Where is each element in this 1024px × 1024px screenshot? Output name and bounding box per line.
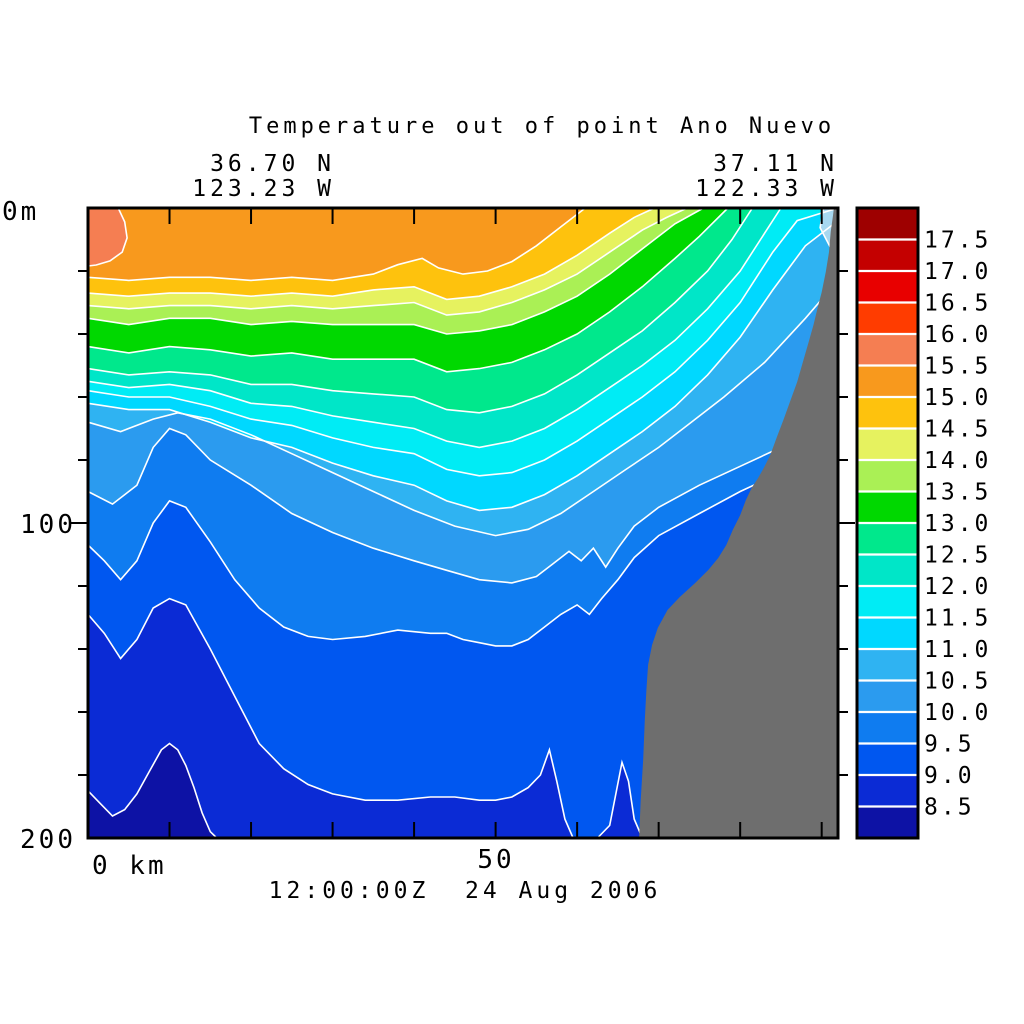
colorbar-cell-3 [857,712,918,744]
contour-line-11.5 [87,207,839,477]
contour-line-15 [87,207,586,282]
colorbar-cell-9 [857,523,918,555]
colorbar-label-17.0: 17.0 [924,259,991,285]
corner-nw-latitude: 36.70 N [210,151,335,177]
colorbar-cell-0 [857,806,918,839]
colorbar-cell-12 [857,428,918,461]
timestamp-label: 12:00:00Z 24 Aug 2006 [269,878,662,904]
contour-line-10 [87,421,839,584]
contour-line-14 [87,207,688,316]
colorbar-label-12.0: 12.0 [924,574,991,600]
contour-lines [87,207,839,839]
band-above-15 [88,208,838,281]
colorbar-cell-15 [857,334,918,366]
colorbar-label-8.5: 8.5 [924,795,975,821]
coast-landmass [639,208,838,838]
colorbar-cell-4 [857,680,918,713]
contour-line-12 [87,207,782,449]
contour-line-12.5 [87,207,754,414]
plot-frame [86,206,840,840]
colorbar-label-11.0: 11.0 [924,637,991,663]
y-axis-tick-label-200: 200 [20,825,76,855]
colorbar-label-16.0: 16.0 [924,322,991,348]
colorbar-label-16.5: 16.5 [924,291,991,317]
colorbar-label-13.5: 13.5 [924,480,991,506]
colorbar-cell-7 [857,586,918,618]
contour-line-15-5 [87,207,128,267]
corner-nw-longitude: 123.23 W [192,176,335,202]
x-axis-tick-label-50: 50 [477,845,514,875]
colorbar-label-10.5: 10.5 [924,669,991,695]
colorbar-cell-11 [857,460,918,492]
colorbar-cell-8 [857,554,918,587]
colorbar-label-9.0: 9.0 [924,763,975,789]
contour-line-11 [87,219,839,512]
corner-ne-longitude: 122.33 W [695,176,838,202]
colorbar-cell-18 [857,239,918,272]
colorbar-label-14.0: 14.0 [924,448,991,474]
colorbar-label-11.5: 11.5 [924,606,991,632]
colorbar-label-15.0: 15.0 [924,385,991,411]
colorbar-cell-1 [857,775,918,807]
colorbar-cell-6 [857,617,918,650]
colorbar-label-10.0: 10.0 [924,700,991,726]
colorbar-label-9.5: 9.5 [924,732,975,758]
y-axis-tick-label-100: 100 [20,510,76,540]
contour-plot [87,207,839,839]
contour-line-14.5 [87,207,655,301]
contour-line-13 [87,207,729,373]
colorbar-cell-19 [857,208,918,240]
axes [69,206,855,840]
plot-title: Temperature out of point Ano Nuevo [249,114,835,139]
colorbar-cell-13 [857,397,918,429]
contour-line-8.5 [87,742,218,839]
contour-line-13.5 [87,207,704,335]
colorbar-label-17.5: 17.5 [924,228,991,254]
colorbar-label-12.5: 12.5 [924,543,991,569]
colorbar-label-15.5: 15.5 [924,354,991,380]
colorbar-cell-5 [857,649,918,681]
colorbar: 8.5 9.0 9.5 10.0 10.5 11.0 11.5 12.0 12.5 13.0 13.… [855,206,991,840]
corner-ne-latitude: 37.11 N [713,151,838,177]
contour-line-9 [87,597,644,839]
x-axis-tick-label-0km: 0 km [92,851,167,881]
colorbar-label-14.5: 14.5 [924,417,991,443]
warm-pocket-15-5 [88,208,128,266]
colorbar-cell-14 [857,365,918,398]
colorbar-cell-16 [857,302,918,335]
colorbar-frame [855,206,920,840]
colorbar-cell-2 [857,743,918,776]
y-axis-label-0m: 0m [2,197,39,227]
contour-line-9.5 [87,446,839,647]
colorbar-cell-17 [857,271,918,303]
colorbar-label-13.0: 13.0 [924,511,991,537]
colorbar-cell-10 [857,491,918,524]
contour-line-10.5 [87,279,839,537]
